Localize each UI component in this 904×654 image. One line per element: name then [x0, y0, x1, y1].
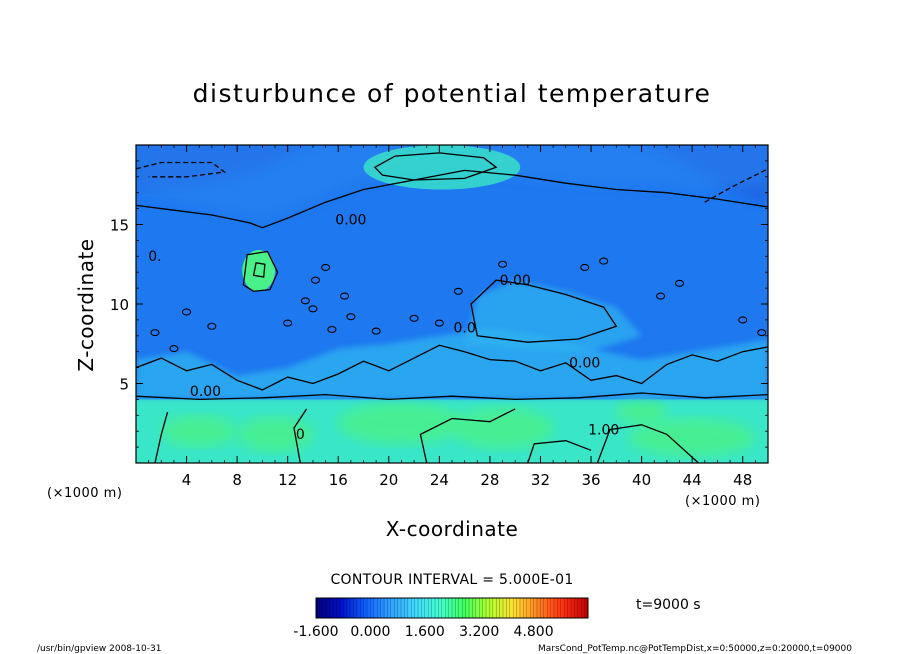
field-upper-band — [136, 145, 768, 219]
contour-cell — [434, 319, 444, 327]
colorbar-tick-label: 4.800 — [514, 624, 554, 640]
field-mid-patch — [464, 280, 642, 352]
contour-label: 0.00 — [335, 213, 366, 229]
contour-line — [704, 168, 768, 203]
contour-cell — [308, 305, 318, 313]
x-axis-unit-right: (×1000 m) — [685, 494, 760, 509]
x-tick-label: 20 — [379, 471, 398, 489]
x-tick-label: 24 — [430, 471, 449, 489]
contour-line — [136, 344, 768, 391]
y-tick-label: 5 — [119, 376, 129, 394]
contour-line — [527, 440, 592, 463]
contour-cell — [599, 257, 609, 265]
contour-cell — [453, 287, 463, 295]
contour-line — [252, 261, 266, 278]
contour-label: 0 — [296, 427, 305, 443]
field-transition-band — [136, 327, 768, 400]
x-tick-label: 44 — [683, 471, 702, 489]
field-warm-patch — [628, 418, 756, 457]
contour-cell — [371, 327, 381, 335]
plot-area — [136, 145, 768, 463]
field-warm-patch — [452, 407, 554, 449]
contour-cell — [498, 260, 508, 268]
colorbar-tick-label: 3.200 — [459, 624, 499, 640]
contour-line — [293, 408, 308, 463]
contour-cell — [327, 325, 337, 333]
contour-lines — [136, 152, 768, 463]
contour-cell — [409, 314, 419, 322]
x-tick-label: 8 — [232, 471, 242, 489]
field-warm-patch — [161, 415, 238, 448]
contour-cell — [580, 263, 590, 271]
y-axis-label: Z-coordinate — [74, 238, 98, 371]
contour-interval-label: CONTOUR INTERVAL = 5.000E-01 — [330, 572, 573, 588]
footer-left: /usr/bin/gpview 2008-10-31 — [37, 644, 161, 654]
contour-cell — [300, 297, 310, 305]
colorbar-tick-label: 1.600 — [405, 624, 445, 640]
chart-title: disturbunce of potential temperature — [193, 79, 712, 108]
footer-right: MarsCond_PotTemp.nc@PotTempDist,x=0:5000… — [538, 644, 852, 654]
colorbar: -1.600 0.000 1.600 3.200 4.800 — [293, 597, 589, 640]
contour-line — [596, 424, 699, 463]
contour-label: 1.00 — [588, 422, 619, 438]
contour-line — [136, 169, 768, 229]
contour-cell — [150, 329, 160, 337]
contour-cell — [738, 316, 748, 324]
colorbar-tick-label: 0.000 — [350, 624, 390, 640]
contour-label: 0. — [148, 249, 161, 265]
contour-cell — [656, 292, 666, 300]
x-tick-label: 12 — [278, 471, 297, 489]
y-tick-label: 15 — [110, 217, 129, 235]
x-tick-label: 48 — [733, 471, 752, 489]
field-warm-patch — [616, 399, 667, 425]
x-axis-unit-left: (×1000 m) — [47, 486, 122, 501]
contour-cell — [310, 276, 321, 284]
contour-line — [136, 392, 768, 401]
contour-labels: 0.00 0. 0.00 0.0 0.00 0.00 1.00 0 — [148, 213, 619, 444]
contour-line — [419, 408, 516, 463]
contour-line — [154, 411, 169, 463]
time-label: t=9000 s — [636, 597, 701, 613]
contour-label: 0.00 — [190, 384, 221, 400]
contour-cell — [340, 292, 350, 300]
contour-cell — [182, 308, 192, 316]
colorbar-tick-label: -1.600 — [293, 624, 338, 640]
field-warm-patch — [338, 402, 465, 444]
contour-line — [242, 250, 279, 292]
contour-cell — [757, 329, 767, 337]
field-warm-patch — [237, 416, 313, 452]
contour-label: 0.00 — [569, 356, 600, 372]
contour-line — [373, 152, 498, 181]
field-warm-blob — [242, 249, 276, 292]
x-tick-label: 40 — [632, 471, 651, 489]
x-axis-label: X-coordinate — [386, 517, 519, 541]
contour-cell — [169, 344, 179, 353]
contour-cell — [283, 319, 293, 327]
contour-cell — [674, 279, 685, 287]
contour-label: 0.0 — [454, 321, 476, 337]
x-tick-label: 16 — [329, 471, 348, 489]
contour-cell — [207, 322, 217, 330]
contour-label: 0.00 — [500, 273, 531, 289]
contour-line — [470, 279, 618, 343]
x-axis: 4 8 12 16 20 24 28 32 36 40 44 48 — [148, 145, 756, 489]
x-tick-label: 4 — [182, 471, 192, 489]
contour-cell — [346, 313, 356, 321]
contour-line — [136, 161, 227, 178]
y-axis: 5 10 15 — [110, 160, 768, 448]
y-tick-label: 10 — [110, 296, 129, 314]
x-tick-label: 28 — [480, 471, 499, 489]
contour-cell — [321, 263, 331, 271]
x-tick-label: 36 — [581, 471, 600, 489]
x-tick-label: 32 — [531, 471, 550, 489]
